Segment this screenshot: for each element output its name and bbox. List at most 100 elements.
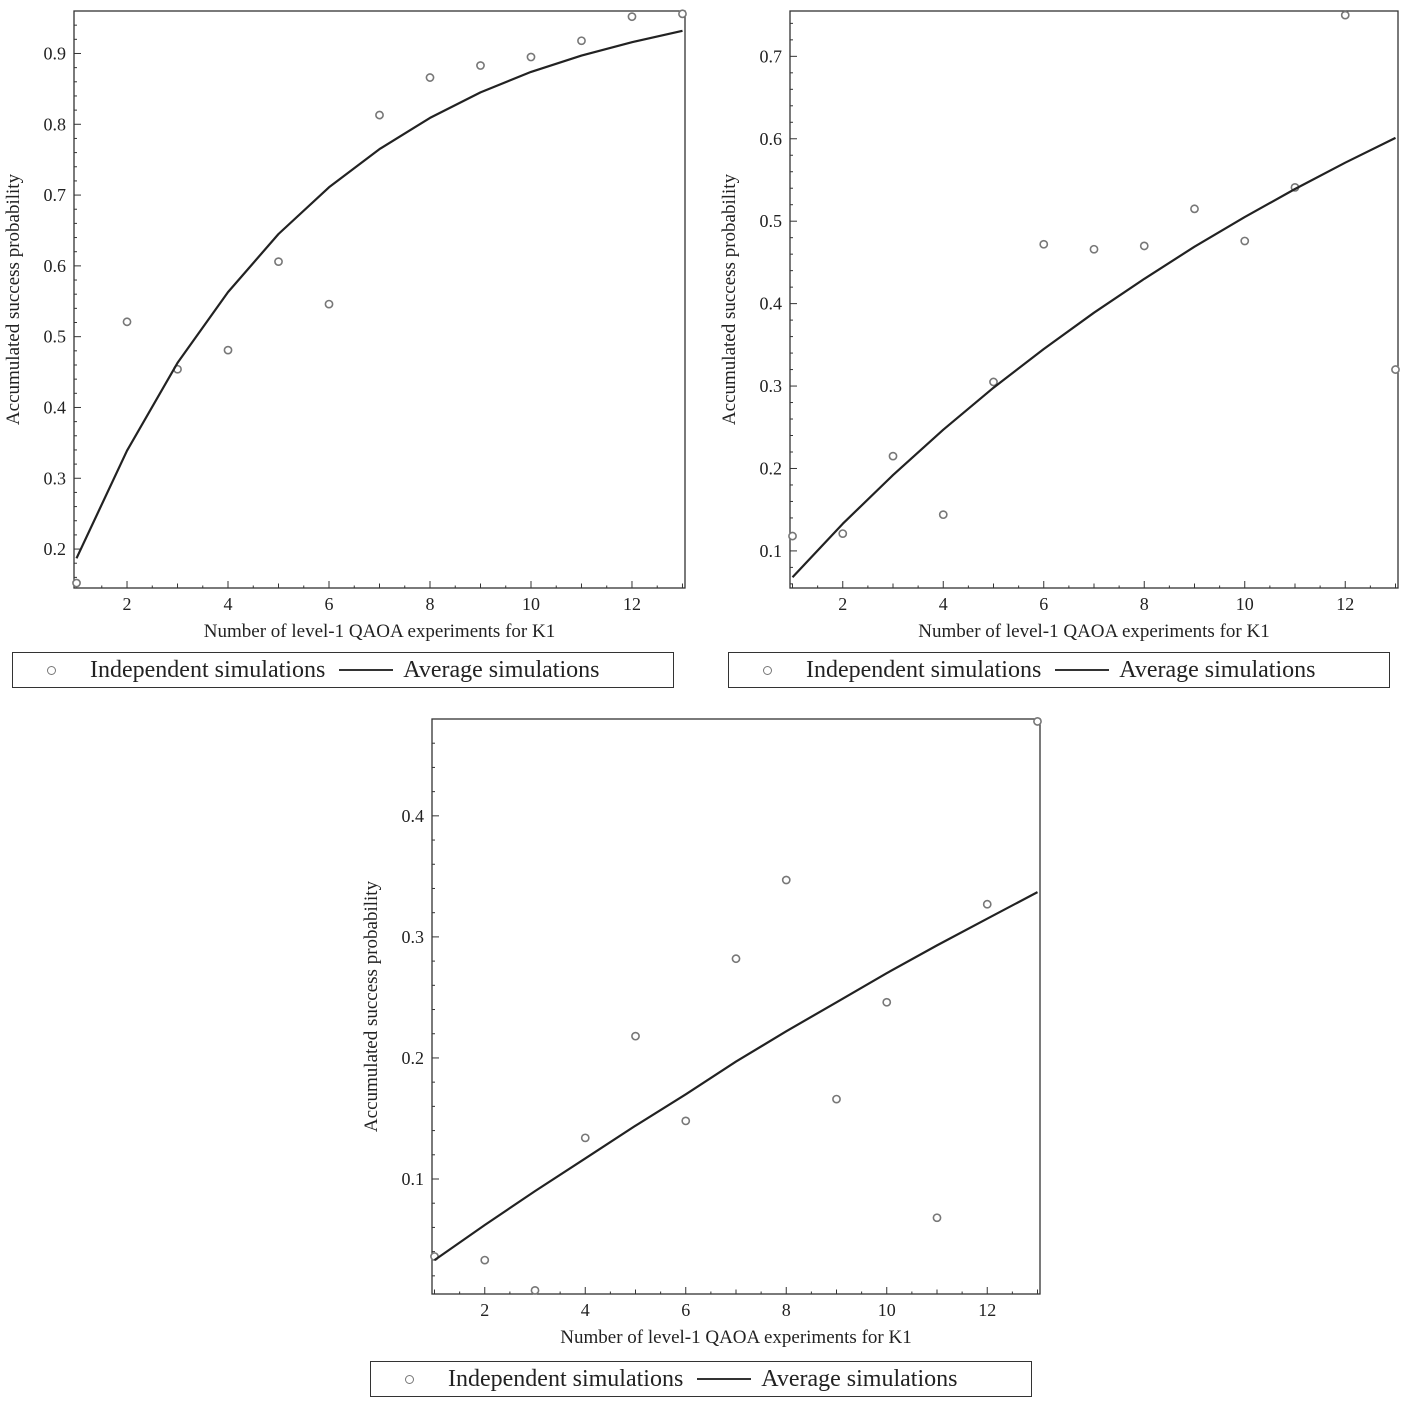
data-point-independent bbox=[982, 899, 992, 909]
data-point-independent bbox=[1340, 10, 1350, 20]
y-axis-label: Accumulated success probability bbox=[719, 173, 740, 425]
legend-item-average: Average simulations bbox=[325, 657, 599, 684]
x-tick-label: 4 bbox=[224, 594, 233, 614]
data-point-independent bbox=[938, 510, 948, 520]
y-tick-label: 0.4 bbox=[760, 294, 783, 314]
data-point-independent bbox=[530, 1285, 540, 1295]
data-point-independent bbox=[627, 12, 637, 22]
legend-marker-line-icon bbox=[1055, 669, 1110, 671]
data-point-independent bbox=[425, 73, 435, 82]
x-tick-label: 2 bbox=[838, 594, 847, 614]
data-point-independent bbox=[832, 1094, 841, 1104]
data-point-independent bbox=[223, 345, 233, 355]
data-point-independent bbox=[678, 9, 687, 19]
legend-label-independent: Independent simulations bbox=[90, 656, 326, 683]
series-line-average bbox=[791, 136, 1396, 579]
data-point-independent bbox=[1139, 241, 1149, 251]
data-point-independent bbox=[526, 52, 536, 62]
y-tick-label: 0.4 bbox=[44, 397, 67, 417]
data-point-independent bbox=[1089, 244, 1099, 254]
x-tick-label: 6 bbox=[325, 594, 334, 614]
data-point-independent bbox=[781, 875, 791, 885]
data-point-independent bbox=[989, 377, 998, 387]
x-axis-label: Number of level-1 QAOA experiments for K… bbox=[204, 621, 555, 642]
data-point-independent bbox=[375, 110, 384, 120]
y-tick-label: 0.5 bbox=[44, 327, 67, 347]
legend-item-independent: Independent simulations bbox=[371, 1366, 683, 1393]
x-tick-label: 6 bbox=[681, 1300, 690, 1320]
x-tick-label: 6 bbox=[1039, 594, 1048, 614]
x-tick-label: 10 bbox=[522, 594, 540, 614]
legend-marker-line-icon bbox=[697, 1378, 752, 1380]
data-point-independent bbox=[1039, 239, 1049, 249]
chart-panel-2: 2 4 6 8 10 12 0.1 0.2 0.3 0.4 0.5 0.6 0.7 Number of l… bbox=[700, 0, 1408, 700]
data-point-independent bbox=[731, 954, 741, 964]
x-axis-label: Number of level-1 QAOA experiments for K… bbox=[560, 1327, 911, 1348]
data-point-independent bbox=[72, 578, 81, 588]
legend-marker-line-icon bbox=[339, 669, 394, 671]
plot-frame bbox=[789, 10, 1399, 589]
x-tick-label: 4 bbox=[581, 1300, 590, 1320]
data-point-independent bbox=[476, 61, 485, 70]
legend-item-average: Average simulations bbox=[1041, 657, 1315, 684]
data-point-independent bbox=[932, 1213, 942, 1223]
y-axis-label: Accumulated success probability bbox=[361, 880, 382, 1132]
x-tick-label: 10 bbox=[878, 1300, 896, 1320]
y-tick-label: 0.5 bbox=[760, 211, 783, 231]
y-tick-label: 0.4 bbox=[402, 806, 425, 826]
x-axis-label: Number of level-1 QAOA experiments for K… bbox=[918, 621, 1269, 642]
legend-item-average: Average simulations bbox=[683, 1366, 957, 1393]
legend-label-average: Average simulations bbox=[1119, 656, 1316, 683]
data-point-independent bbox=[480, 1255, 490, 1265]
x-tick-label: 12 bbox=[623, 594, 641, 614]
y-tick-label: 0.6 bbox=[44, 256, 67, 276]
data-point-independent bbox=[122, 317, 132, 327]
legend-label-average: Average simulations bbox=[403, 656, 600, 683]
y-tick-label: 0.9 bbox=[44, 43, 67, 63]
y-tick-label: 0.3 bbox=[760, 376, 783, 396]
data-point-independent bbox=[580, 1133, 590, 1143]
legend-label-independent: Independent simulations bbox=[806, 656, 1042, 683]
y-tick-label: 0.2 bbox=[44, 539, 67, 559]
x-tick-label: 4 bbox=[939, 594, 948, 614]
data-point-independent bbox=[577, 36, 586, 46]
data-point-independent bbox=[324, 299, 334, 309]
x-tick-label: 8 bbox=[425, 594, 434, 614]
data-point-independent bbox=[1190, 204, 1199, 214]
x-tick-label: 2 bbox=[480, 1300, 489, 1320]
x-tick-label: 8 bbox=[782, 1300, 791, 1320]
legend-label-independent: Independent simulations bbox=[448, 1365, 684, 1392]
chart-1-legend: Independent simulations Average simulati… bbox=[12, 652, 674, 688]
y-axis-label: Accumulated success probability bbox=[3, 173, 24, 425]
chart-2-plot: 2 4 6 8 10 12 0.1 0.2 0.3 0.4 0.5 0.6 0.7 Number of l… bbox=[719, 10, 1400, 642]
legend-marker-circle-icon bbox=[405, 1374, 414, 1384]
chart-1-plot: 2 4 6 8 10 12 0.2 0.3 0.4 0.5 0.6 0.7 0.8 0.9 Number o… bbox=[3, 9, 687, 642]
chart-3-plot: 2 4 6 8 10 12 0.1 0.2 0.3 0.4 Number of level-1 QA… bbox=[361, 717, 1042, 1348]
x-tick-label: 8 bbox=[1140, 594, 1149, 614]
data-point-independent bbox=[882, 997, 892, 1007]
x-tick-label: 2 bbox=[123, 594, 132, 614]
plot-frame bbox=[73, 10, 686, 589]
data-point-independent bbox=[888, 451, 898, 461]
y-tick-label: 0.2 bbox=[760, 458, 783, 478]
legend-marker-circle-icon bbox=[47, 665, 56, 675]
legend-marker-circle-icon bbox=[763, 665, 772, 675]
chart-2-legend: Independent simulations Average simulati… bbox=[728, 652, 1390, 688]
series-line-average bbox=[433, 891, 1039, 1262]
data-point-independent bbox=[788, 531, 797, 541]
legend-item-independent: Independent simulations bbox=[729, 657, 1041, 684]
data-point-independent bbox=[1391, 365, 1400, 374]
y-tick-label: 0.7 bbox=[44, 185, 67, 205]
y-tick-label: 0.7 bbox=[760, 46, 783, 66]
y-tick-label: 0.8 bbox=[44, 114, 67, 134]
data-point-independent bbox=[274, 257, 283, 267]
y-tick-label: 0.3 bbox=[402, 927, 425, 947]
legend-item-independent: Independent simulations bbox=[13, 657, 325, 684]
y-tick-label: 0.3 bbox=[44, 468, 67, 488]
data-point-independent bbox=[681, 1116, 691, 1126]
y-tick-label: 0.2 bbox=[402, 1048, 425, 1068]
series-line-average bbox=[75, 29, 683, 559]
data-point-independent bbox=[631, 1031, 640, 1041]
y-tick-label: 0.6 bbox=[760, 129, 783, 149]
x-tick-label: 10 bbox=[1236, 594, 1254, 614]
